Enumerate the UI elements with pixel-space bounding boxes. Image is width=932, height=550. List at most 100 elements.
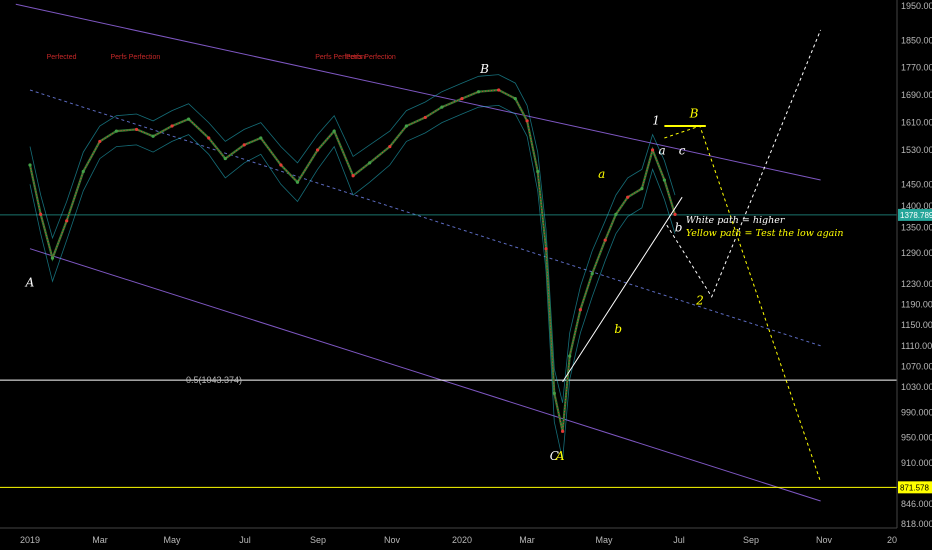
wave-label-A: A — [25, 276, 35, 290]
x-tick-label: Jul — [673, 535, 685, 545]
x-tick-label: Sep — [310, 535, 326, 545]
price-point[interactable] — [525, 119, 529, 123]
price-point[interactable] — [28, 163, 32, 167]
price-point[interactable] — [561, 429, 565, 433]
wave-label-a: a — [658, 143, 665, 157]
price-point[interactable] — [151, 134, 155, 138]
y-tick-label: 871.578 — [900, 483, 929, 492]
y-tick-label: 910.000 — [901, 458, 932, 468]
wave-label-B: B — [689, 106, 699, 120]
price-point[interactable] — [351, 174, 355, 178]
wave-label-A: A — [555, 449, 565, 463]
y-tick-label: 1400.000 — [901, 201, 932, 211]
y-tick-label: 1030.000 — [901, 382, 932, 392]
lower-channel-line[interactable] — [29, 248, 821, 502]
y-tick-label: 950.000 — [901, 433, 932, 443]
price-point[interactable] — [423, 115, 427, 120]
price-point[interactable] — [578, 308, 582, 312]
price-point[interactable] — [440, 105, 444, 109]
price-point[interactable] — [497, 88, 501, 92]
price-point[interactable] — [568, 354, 572, 358]
price-point[interactable] — [242, 143, 246, 147]
x-axis: 2019 Mar May Jul Sep Nov 2020 Mar May Jul Sep Nov 20 — [0, 527, 897, 545]
y-tick-label: 990.000 — [901, 407, 932, 417]
y-tick-label: 1610.000 — [901, 118, 932, 128]
y-tick-label: 846.000 — [901, 499, 932, 509]
price-tag-yellow — [898, 481, 932, 494]
price-point[interactable] — [207, 136, 211, 140]
price-point[interactable] — [603, 238, 607, 242]
price-point[interactable] — [544, 247, 548, 251]
x-tick-label: Mar — [92, 535, 108, 545]
y-tick-label: 1450.000 — [901, 179, 932, 189]
y-tick-label: 1770.000 — [901, 63, 932, 73]
wave-label-1: 1 — [652, 113, 660, 127]
price-point[interactable] — [81, 169, 85, 174]
price-point[interactable] — [388, 144, 392, 149]
y-axis: 818.000 846.000 871.578 910.000 950.000 990.0… — [896, 0, 932, 529]
lower-band — [29, 104, 676, 460]
price-point[interactable] — [332, 129, 336, 133]
price-point[interactable] — [114, 129, 118, 133]
price-point[interactable] — [552, 391, 556, 395]
annotation-0: White path = higher — [686, 215, 786, 226]
price-point[interactable] — [536, 169, 540, 174]
price-point[interactable] — [476, 90, 481, 94]
price-point[interactable] — [316, 148, 320, 152]
price-point[interactable] — [513, 96, 517, 101]
price-point[interactable] — [98, 139, 102, 144]
y-tick-label: 1150.000 — [901, 320, 932, 330]
y-tick-label: 1530.000 — [901, 145, 932, 155]
white-path[interactable] — [666, 29, 822, 298]
price-point[interactable] — [295, 180, 300, 184]
price-point[interactable] — [614, 212, 618, 216]
x-tick-label: Nov — [384, 535, 401, 545]
price-point[interactable] — [39, 212, 43, 216]
wave-label-b: b — [614, 322, 622, 336]
price-point[interactable] — [626, 195, 630, 199]
y-tick-label: 1950.000 — [901, 1, 932, 11]
x-tick-label: Jul — [239, 535, 251, 545]
annotation-1: Yellow path = Test the low again — [686, 228, 844, 239]
price-tag-current — [898, 208, 932, 221]
y-tick-label: 1850.000 — [901, 35, 932, 45]
upper-band — [29, 74, 676, 403]
price-point[interactable] — [650, 148, 655, 152]
y-tick-label: 1190.000 — [901, 300, 932, 310]
upper-channel-line[interactable] — [15, 3, 821, 181]
price-point[interactable] — [170, 124, 174, 128]
wave-label-B: B — [479, 62, 489, 76]
price-point[interactable] — [368, 161, 372, 165]
wave-label-C: C — [550, 449, 559, 463]
price-point[interactable] — [65, 219, 69, 223]
x-tick-label: Sep — [743, 535, 759, 545]
price-point[interactable] — [640, 187, 644, 191]
price-point[interactable] — [590, 272, 594, 276]
x-tick-label: May — [595, 535, 613, 545]
price-point[interactable] — [662, 178, 666, 182]
y-tick-label: 1290.000 — [901, 248, 932, 258]
indicator-label-3: Perfs Perfection — [346, 54, 396, 61]
y-tick-label: 818.000 — [901, 519, 932, 529]
price-point[interactable] — [673, 212, 677, 216]
price-point[interactable] — [259, 136, 263, 140]
y-tick-label: 1378.789 — [900, 211, 932, 220]
wave-label-2: 2 — [695, 294, 704, 308]
price-point[interactable] — [186, 117, 191, 121]
price-point[interactable] — [404, 124, 408, 128]
wave-label-b: b — [675, 221, 683, 235]
yellow-path[interactable] — [664, 125, 822, 483]
wave-label-c: c — [679, 143, 686, 157]
price-point[interactable] — [134, 127, 139, 132]
x-tick-label: 2020 — [452, 535, 472, 545]
x-tick-label: 2019 — [20, 535, 40, 545]
price-point[interactable] — [50, 256, 55, 260]
price-point[interactable] — [223, 156, 227, 161]
price-point[interactable] — [460, 96, 464, 101]
indicator-label-0: Perfected — [47, 54, 77, 61]
support-trendline[interactable] — [562, 196, 683, 383]
y-tick-label: 1350.000 — [901, 222, 932, 232]
price-point[interactable] — [279, 163, 283, 167]
